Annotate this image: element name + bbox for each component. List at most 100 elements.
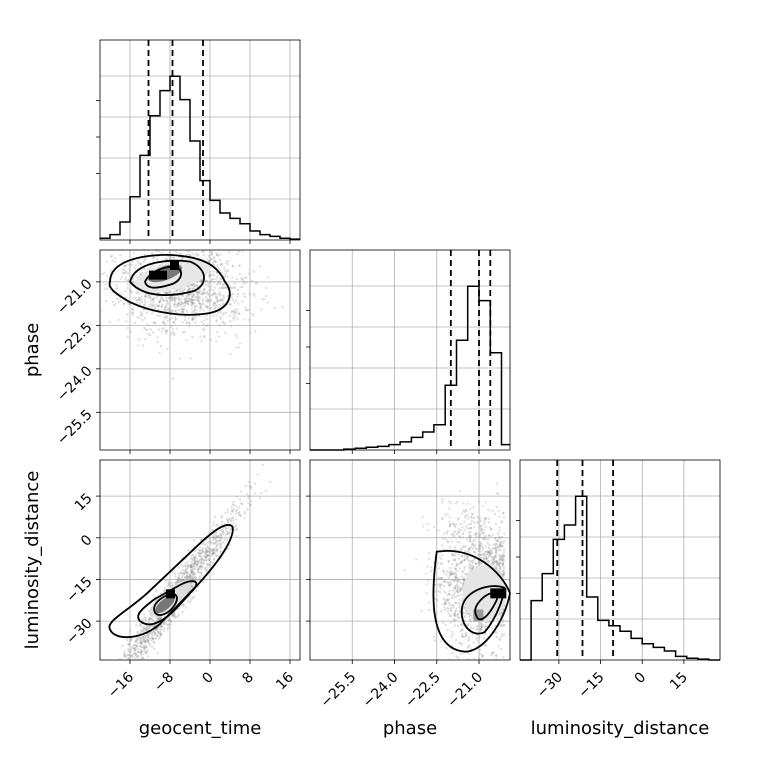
scatter-gt-ph-point bbox=[224, 269, 227, 272]
scatter-ph-ld-point bbox=[446, 628, 449, 632]
scatter-gt-ld-point bbox=[193, 577, 196, 580]
scatter-gt-ld-point bbox=[144, 634, 147, 638]
scatter-gt-ph-point bbox=[178, 301, 181, 305]
scatter-ph-ld-point bbox=[488, 517, 491, 521]
scatter-gt-ld-point bbox=[260, 492, 263, 495]
scatter-gt-ph-point bbox=[138, 317, 141, 320]
scatter-ph-ld-point bbox=[481, 548, 485, 551]
scatter-ph-ld-point bbox=[460, 575, 463, 578]
scatter-gt-ph-point bbox=[209, 288, 212, 291]
scatter-gt-ph-point bbox=[170, 256, 173, 259]
scatter-gt-ph-point bbox=[152, 255, 155, 259]
scatter-gt-ld-point bbox=[190, 571, 194, 574]
scatter-ph-ld-point bbox=[454, 559, 457, 562]
scatter-gt-ph-point bbox=[128, 289, 132, 292]
scatter-gt-ph-point bbox=[221, 299, 224, 303]
scatter-gt-ld-point bbox=[142, 646, 145, 649]
scatter-gt-ld-point bbox=[222, 528, 225, 531]
scatter-gt-ph-point bbox=[161, 298, 165, 301]
scatter-gt-ld-point bbox=[154, 628, 157, 631]
scatter-ph-ld-point bbox=[499, 543, 502, 546]
scatter-gt-ph-point bbox=[173, 300, 176, 303]
scatter-ph-ld-point bbox=[475, 562, 478, 566]
scatter-ph-ld-point bbox=[461, 583, 464, 586]
scatter-gt-ph-point bbox=[206, 300, 209, 303]
scatter-ph-ld-point bbox=[440, 553, 444, 556]
scatter-gt-ph-point bbox=[219, 294, 222, 297]
scatter-gt-ph-point bbox=[184, 300, 187, 303]
scatter-gt-ld-point bbox=[207, 563, 211, 566]
scatter-gt-ld-point bbox=[146, 649, 150, 652]
scatter-ph-ld-point bbox=[494, 551, 498, 554]
scatter-ph-ld-contour-outer bbox=[432, 549, 511, 653]
scatter-gt-ld-point bbox=[188, 576, 191, 579]
scatter-gt-ld-point bbox=[206, 550, 209, 553]
scatter-gt-ld-point bbox=[254, 492, 257, 495]
scatter-ph-ld-point bbox=[467, 548, 470, 551]
scatter-gt-ph-point bbox=[212, 260, 215, 264]
scatter-gt-ld-point bbox=[192, 572, 195, 575]
scatter-gt-ld-point bbox=[221, 533, 225, 536]
scatter-gt-ld-point bbox=[186, 575, 189, 578]
scatter-gt-ph-point bbox=[198, 296, 201, 300]
scatter-gt-ld-grid bbox=[100, 460, 300, 660]
scatter-gt-ph-point bbox=[140, 298, 143, 301]
scatter-ph-ld-point bbox=[497, 562, 501, 566]
scatter-ph-ld-point bbox=[448, 581, 451, 585]
scatter-ph-ld-point bbox=[449, 569, 452, 573]
scatter-ph-ld-point bbox=[500, 540, 503, 543]
scatter-gt-ld-point bbox=[133, 649, 137, 652]
scatter-gt-ld-point bbox=[247, 501, 250, 505]
scatter-gt-ph-point bbox=[166, 255, 169, 258]
scatter-gt-ld-point bbox=[193, 558, 196, 561]
scatter-ph-ld-point bbox=[445, 646, 448, 650]
scatter-gt-ld-point bbox=[162, 621, 166, 625]
scatter-ph-ld-point bbox=[491, 562, 495, 565]
scatter-ph-ld-point bbox=[468, 535, 471, 538]
scatter-gt-ph-point bbox=[198, 309, 202, 312]
scatter-gt-ph-point bbox=[160, 304, 163, 308]
scatter-gt-ph-point bbox=[191, 307, 194, 310]
scatter-ph-ld-point bbox=[497, 546, 501, 549]
scatter-gt-ph-point bbox=[202, 322, 205, 326]
scatter-gt-ph-point bbox=[258, 265, 262, 268]
scatter-ph-ld-point bbox=[462, 532, 465, 535]
scatter-gt-ph-point bbox=[148, 293, 151, 297]
scatter-gt-ld-point bbox=[190, 576, 194, 580]
scatter-gt-ph-point bbox=[173, 322, 176, 325]
scatter-ph-ld-point bbox=[443, 590, 446, 593]
scatter-ph-ld-point bbox=[449, 580, 453, 583]
scatter-ph-ld-point bbox=[468, 644, 471, 647]
scatter-gt-ph-point bbox=[137, 296, 141, 299]
scatter-ph-ld-point bbox=[455, 590, 458, 593]
scatter-ph-ld-point bbox=[444, 580, 447, 583]
scatter-ph-ld-point bbox=[454, 576, 457, 580]
scatter-ph-ld-point bbox=[444, 602, 447, 606]
scatter-ph-ld-point bbox=[473, 550, 476, 554]
scatter-gt-ld-point bbox=[174, 616, 177, 619]
scatter-gt-ld-point bbox=[225, 532, 228, 535]
scatter-gt-ld-point bbox=[176, 576, 180, 580]
scatter-gt-ph-point bbox=[205, 306, 209, 309]
scatter-gt-ph-point bbox=[232, 316, 235, 320]
scatter-ph-ld-point bbox=[460, 634, 464, 638]
scatter-ph-ld-frame bbox=[309, 459, 511, 661]
scatter-gt-ld-point bbox=[129, 629, 132, 632]
scatter-gt-ld-point bbox=[178, 574, 181, 578]
scatter-ph-ld-point bbox=[427, 557, 431, 560]
scatter-gt-ph-point bbox=[188, 322, 191, 325]
scatter-gt-ph-point bbox=[181, 305, 184, 308]
scatter-gt-ld-point bbox=[231, 503, 234, 506]
scatter-gt-ph-point bbox=[140, 296, 143, 299]
scatter-gt-ld-point bbox=[139, 648, 142, 652]
scatter-gt-ph-point bbox=[189, 300, 192, 304]
scatter-gt-ld-point bbox=[207, 550, 211, 554]
scatter-gt-ph-point bbox=[194, 316, 198, 319]
scatter-gt-ph-point bbox=[129, 330, 132, 333]
scatter-ph-ld-point bbox=[464, 633, 468, 636]
scatter-gt-ld-point bbox=[164, 622, 167, 626]
scatter-ph-ld-point bbox=[482, 531, 485, 534]
scatter-gt-ph-point bbox=[200, 279, 203, 282]
scatter-gt-ph-point bbox=[187, 294, 190, 297]
scatter-gt-ld-point bbox=[143, 645, 147, 649]
